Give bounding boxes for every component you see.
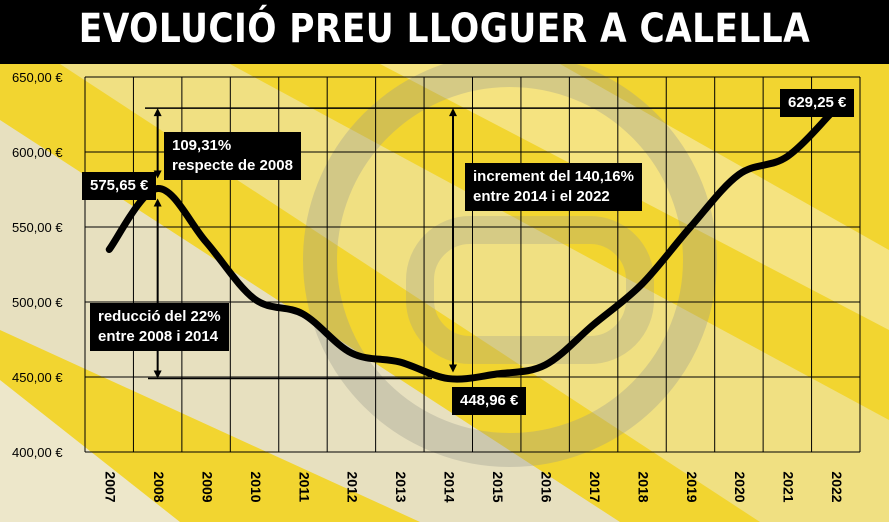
chart-title: EVOLUCIÓ PREU LLOGUER A CALELLA [78,6,811,52]
arrowhead [449,108,457,117]
data-point [446,376,451,381]
x-tick-label: 2009 [199,471,215,502]
data-point [204,240,209,244]
y-tick-label: 450,00 € [12,370,63,385]
data-point [300,312,305,316]
x-tick-label: 2010 [248,471,264,502]
x-tick-label: 2019 [684,471,700,502]
x-tick-label: 2015 [490,471,506,502]
data-point [785,154,790,159]
data-point [107,247,112,252]
x-tick-label: 2022 [829,471,845,502]
x-tick-label: 2021 [781,471,797,502]
data-point [494,372,499,376]
y-axis: 400,00 € 450,00 € 500,00 € 550,00 € 600,00 €… [12,70,63,460]
data-point [591,322,596,327]
y-tick-label: 500,00 € [12,295,63,310]
data-point [543,363,548,367]
arrowhead [153,370,162,379]
label-2014-value: 448,96 € [452,387,527,415]
x-tick-label: 2014 [442,471,458,502]
y-tick-label: 650,00 € [12,70,63,85]
annotation-reduction-2008-2014: reducció del 22% entre 2008 i 2014 [90,303,229,351]
x-tick-label: 2011 [296,472,312,503]
data-point [252,297,257,301]
x-tick-label: 2012 [345,471,361,502]
x-tick-label: 2007 [103,471,119,502]
y-tick-label: 400,00 € [12,445,63,460]
annotation-increase-2014-2022: increment del 140,16% entre 2014 i el 20… [465,163,642,211]
data-point [349,351,354,355]
y-tick-label: 600,00 € [12,145,63,160]
series-line [105,104,840,383]
y-tick-label: 550,00 € [12,220,63,235]
label-2022-value: 629,25 € [780,89,855,117]
x-tick-label: 2008 [151,471,167,502]
annotation-increase-vs-2008: 109,31% respecte de 2008 [164,132,301,180]
x-axis: 2007 2008 2009 2010 2011 2012 2013 2014 2015 2016… [103,471,846,502]
x-tick-label: 2013 [393,471,409,502]
x-tick-label: 2017 [587,471,603,502]
title-bar [0,0,889,64]
x-tick-label: 2018 [635,471,651,502]
x-tick-label: 2016 [538,471,554,502]
gridlines [84,76,861,453]
arrowhead [153,198,162,207]
data-point [736,172,741,177]
label-2008-value: 575,65 € [82,172,157,200]
data-point [397,360,402,364]
data-point [688,225,693,229]
arrowhead [449,364,457,373]
data-point [640,282,645,286]
x-tick-label: 2020 [732,471,748,502]
data-point [155,186,160,191]
arrowhead [153,108,162,117]
